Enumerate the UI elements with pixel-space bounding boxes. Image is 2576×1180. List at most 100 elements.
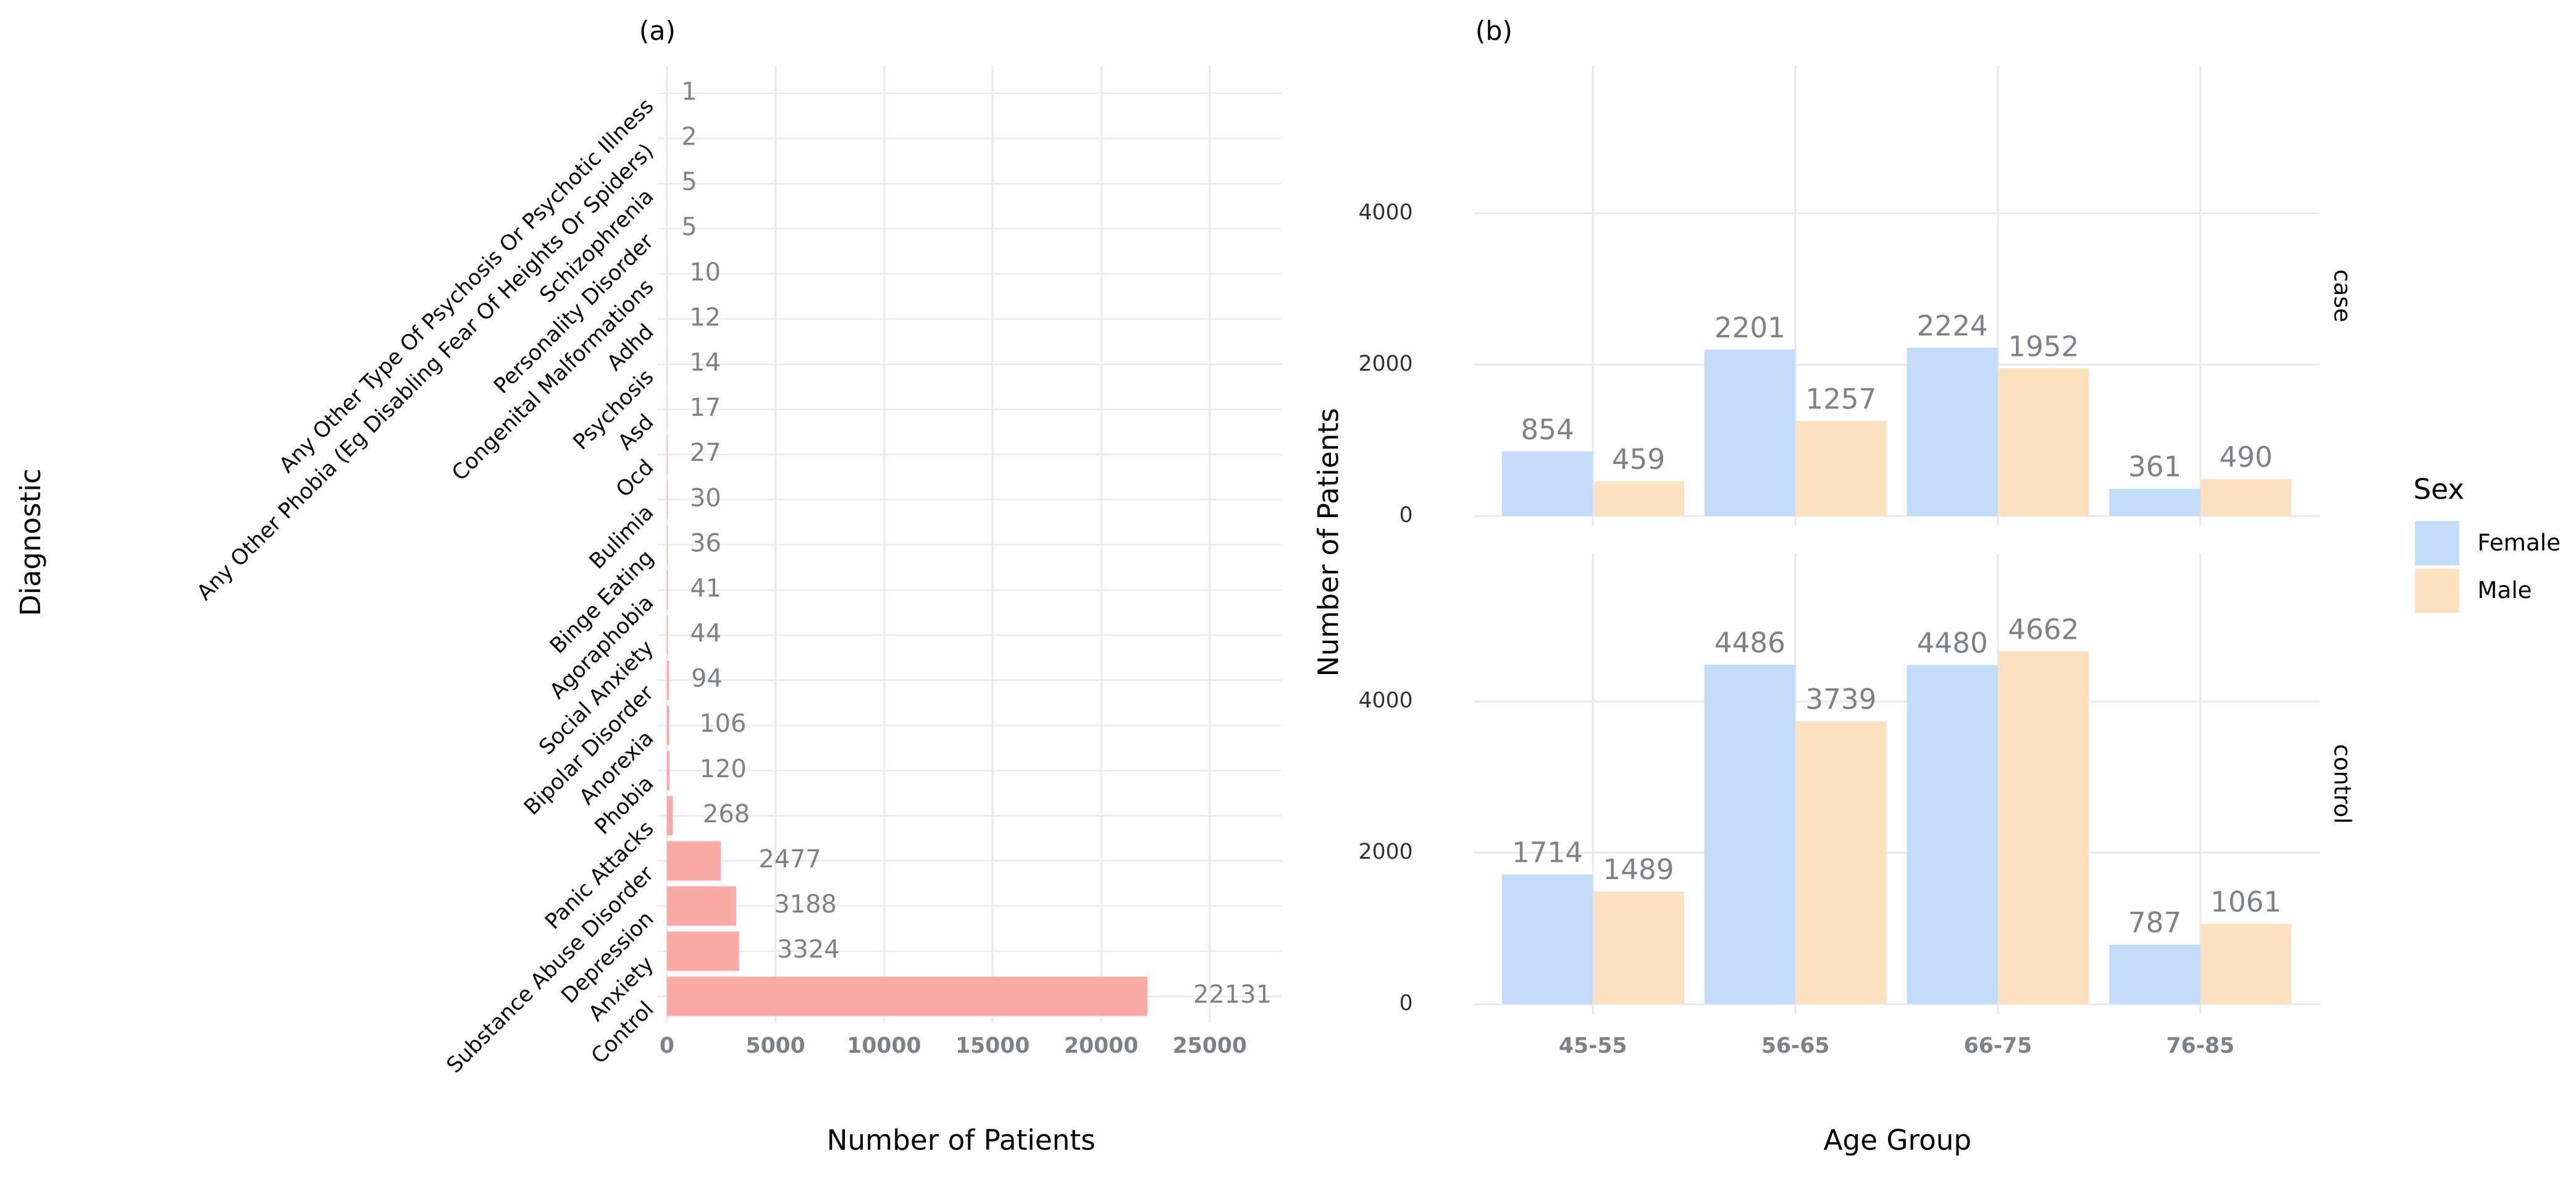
value-label: 2224 — [1917, 310, 1988, 342]
bar — [666, 706, 669, 746]
value-label: 5 — [681, 213, 697, 242]
value-label: 41 — [690, 574, 721, 602]
x-tick-label: 76-85 — [2167, 1034, 2235, 1058]
y-tick-label: Ocd — [611, 455, 659, 502]
value-label: 120 — [700, 755, 747, 783]
value-label: 3739 — [1805, 683, 1876, 715]
bar — [666, 841, 721, 881]
bar — [666, 570, 668, 610]
x-tick-label: 45-55 — [1559, 1034, 1627, 1058]
value-label: 268 — [703, 800, 750, 828]
value-label: 10 — [689, 258, 721, 287]
y-tick-label: 2000 — [1359, 352, 1413, 376]
bar — [1704, 349, 1796, 516]
bar — [666, 479, 668, 520]
panel-b-y-label: Number of Patients — [1312, 408, 1345, 676]
legend-swatch — [2415, 521, 2460, 566]
legend-label: Female — [2477, 529, 2561, 556]
value-label: 1257 — [1805, 382, 1876, 415]
bar — [1593, 891, 1684, 1005]
y-tick-label: 2000 — [1359, 840, 1413, 864]
bar — [1501, 451, 1593, 516]
x-tick-label: 5000 — [746, 1034, 805, 1058]
panel-a-x-label: Number of Patients — [827, 1124, 1096, 1157]
bar — [666, 886, 736, 926]
value-label: 2 — [681, 123, 697, 151]
bar — [2109, 944, 2201, 1005]
value-label: 1714 — [1512, 836, 1583, 869]
bar — [1704, 664, 1796, 1005]
value-label: 2201 — [1714, 311, 1785, 344]
bar — [666, 796, 673, 836]
bar — [1907, 665, 1998, 1005]
bar — [666, 751, 670, 791]
value-label: 1489 — [1603, 853, 1674, 886]
x-tick-label: 15000 — [955, 1034, 1030, 1058]
bar — [666, 389, 668, 429]
bar — [1795, 721, 1887, 1005]
value-label: 5 — [681, 168, 697, 196]
value-label: 3324 — [777, 935, 840, 964]
panel-a-y-label: Diagnostic — [14, 468, 47, 616]
value-label: 361 — [2128, 450, 2181, 483]
bar — [2109, 489, 2201, 516]
bar — [1593, 481, 1684, 516]
y-tick-label: 4000 — [1359, 688, 1413, 713]
bar — [666, 525, 668, 565]
bar — [1907, 347, 1998, 516]
x-tick-label: 10000 — [847, 1034, 921, 1058]
x-tick-label: 56-65 — [1761, 1034, 1830, 1058]
bar — [2200, 924, 2292, 1005]
value-label: 44 — [690, 620, 721, 648]
panel-b-x-label: Age Group — [1824, 1124, 1972, 1157]
x-tick-label: 20000 — [1064, 1034, 1138, 1058]
value-label: 22131 — [1193, 980, 1272, 1009]
value-label: 14 — [689, 348, 721, 377]
value-label: 4662 — [2008, 613, 2079, 646]
bar — [2200, 479, 2292, 516]
y-tick-label: 0 — [1399, 503, 1413, 528]
bar — [1501, 874, 1593, 1005]
value-label: 36 — [690, 529, 721, 557]
value-label: 1 — [681, 77, 697, 106]
value-label: 854 — [1521, 413, 1574, 446]
facet-label: case — [2329, 269, 2356, 322]
value-label: 30 — [690, 484, 721, 512]
value-label: 3188 — [774, 890, 837, 919]
bar — [1997, 368, 2089, 516]
legend-title: Sex — [2414, 473, 2465, 505]
legend-swatch — [2415, 568, 2460, 613]
x-tick-label: 0 — [660, 1034, 674, 1058]
bar — [666, 931, 739, 971]
value-label: 12 — [689, 303, 721, 332]
value-label: 94 — [691, 665, 723, 693]
bar — [666, 976, 1147, 1016]
facet-label: control — [2329, 744, 2356, 824]
bar — [1997, 651, 2089, 1005]
value-label: 27 — [690, 439, 721, 467]
value-label: 459 — [1612, 443, 1665, 476]
value-label: 1952 — [2008, 330, 2079, 363]
y-tick-label: Psychosis — [568, 365, 658, 455]
value-label: 106 — [699, 710, 746, 738]
panel-b-title: (b) — [1475, 16, 1512, 47]
y-tick-label: Any Other Phobia (Eg Disabling Fear Of H… — [192, 139, 658, 605]
value-label: 787 — [2128, 906, 2181, 939]
value-label: 4486 — [1714, 626, 1785, 659]
value-label: 490 — [2219, 440, 2272, 473]
bar — [1795, 421, 1887, 516]
bar — [666, 615, 668, 655]
bar — [666, 660, 669, 701]
bar — [666, 434, 668, 474]
y-tick-label: 0 — [1399, 991, 1413, 1016]
value-label: 1061 — [2210, 885, 2281, 918]
value-label: 17 — [689, 394, 721, 422]
value-label: 4480 — [1917, 627, 1988, 660]
x-tick-label: 25000 — [1173, 1034, 1247, 1058]
legend-label: Male — [2477, 576, 2532, 604]
y-tick-label: 4000 — [1359, 200, 1413, 225]
value-label: 2477 — [758, 845, 821, 874]
panel-a-title: (a) — [639, 16, 676, 47]
x-tick-label: 66-75 — [1964, 1034, 2033, 1058]
